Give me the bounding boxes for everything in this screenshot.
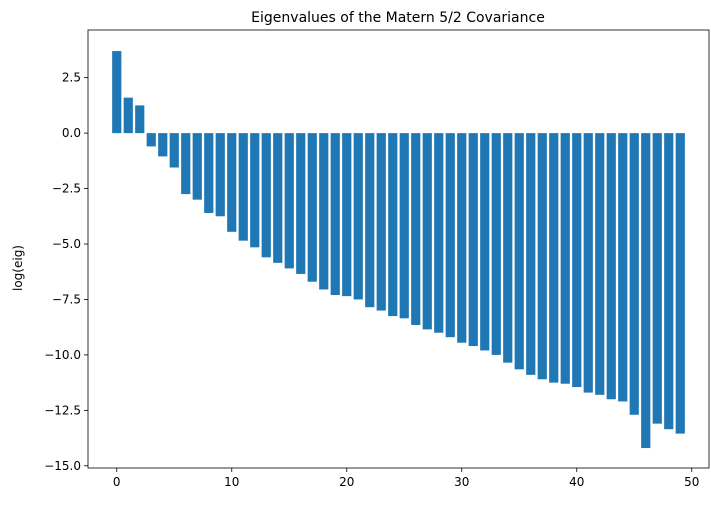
x-tick-label: 50 xyxy=(684,475,699,489)
bar-19 xyxy=(330,133,340,296)
bar-27 xyxy=(422,133,432,330)
bar-41 xyxy=(583,133,593,393)
bar-23 xyxy=(376,133,386,311)
bar-20 xyxy=(342,133,352,297)
x-axis-ticks: 0 10 20 30 40 50 xyxy=(113,468,699,489)
chart-title: Eigenvalues of the Matern 5/2 Covariance xyxy=(251,10,545,26)
bar-15 xyxy=(284,133,294,269)
bar-34 xyxy=(503,133,513,363)
bar-9 xyxy=(215,133,225,217)
bar-35 xyxy=(514,133,524,370)
bar-25 xyxy=(399,133,409,319)
bar-22 xyxy=(365,133,375,308)
bar-5 xyxy=(169,133,179,168)
bar-18 xyxy=(319,133,329,290)
y-tick-label: −2.5 xyxy=(52,182,81,196)
y-tick-label: 2.5 xyxy=(62,71,81,85)
bar-24 xyxy=(388,133,398,317)
x-tick-label: 10 xyxy=(224,475,239,489)
bar-40 xyxy=(572,133,582,388)
bar-46 xyxy=(641,133,651,449)
x-tick-label: 40 xyxy=(569,475,584,489)
bar-32 xyxy=(480,133,490,351)
bar-37 xyxy=(537,133,547,380)
bar-10 xyxy=(227,133,237,232)
y-tick-label: 0.0 xyxy=(62,126,81,140)
bar-11 xyxy=(238,133,248,241)
x-tick-label: 30 xyxy=(454,475,469,489)
bar-3 xyxy=(146,133,156,147)
bar-29 xyxy=(445,133,455,338)
bar-1 xyxy=(123,97,133,134)
bar-33 xyxy=(491,133,501,355)
y-tick-label: −15.0 xyxy=(44,459,81,473)
bar-38 xyxy=(549,133,559,383)
x-tick-label: 0 xyxy=(113,475,121,489)
bar-39 xyxy=(560,133,570,384)
y-axis-ticks: 2.5 0.0 −2.5 −5.0 −7.5 −10.0 −12.5 −15.0 xyxy=(44,71,88,473)
y-tick-label: −5.0 xyxy=(52,237,81,251)
bar-16 xyxy=(296,133,306,274)
bar-45 xyxy=(629,133,639,415)
bar-4 xyxy=(158,133,168,157)
bar-12 xyxy=(250,133,260,248)
plot-frame xyxy=(87,29,710,469)
bar-0 xyxy=(112,51,122,134)
x-tick-label: 20 xyxy=(339,475,354,489)
bar-6 xyxy=(181,133,191,195)
bar-36 xyxy=(526,133,536,375)
bar-26 xyxy=(411,133,421,325)
y-tick-label: −12.5 xyxy=(44,403,81,417)
bar-30 xyxy=(457,133,467,343)
bar-17 xyxy=(307,133,317,282)
bar-2 xyxy=(135,105,145,134)
bar-31 xyxy=(468,133,478,347)
bar-47 xyxy=(652,133,662,424)
bar-48 xyxy=(664,133,674,430)
bar-7 xyxy=(192,133,202,200)
bar-44 xyxy=(618,133,628,402)
bar-14 xyxy=(273,133,283,263)
y-tick-label: −10.0 xyxy=(44,348,81,362)
bars-group xyxy=(112,51,685,449)
bar-8 xyxy=(204,133,214,213)
y-tick-label: −7.5 xyxy=(52,292,81,306)
bar-13 xyxy=(261,133,271,258)
bar-49 xyxy=(675,133,685,434)
bar-42 xyxy=(595,133,605,395)
bar-43 xyxy=(606,133,616,400)
bar-28 xyxy=(434,133,444,333)
y-axis-label: log(eig) xyxy=(11,245,25,291)
bar-21 xyxy=(353,133,363,300)
